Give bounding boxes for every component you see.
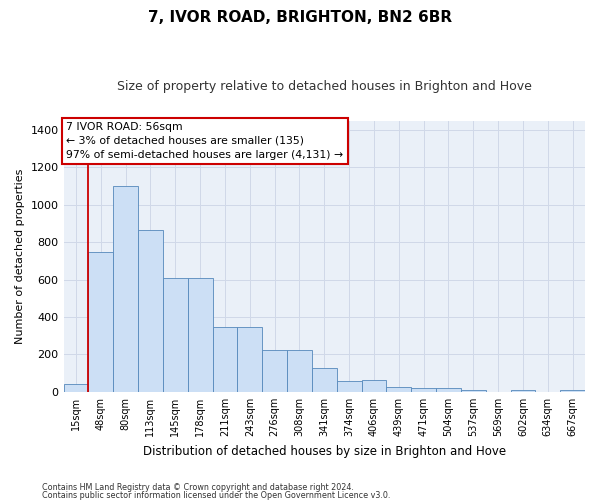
Y-axis label: Number of detached properties: Number of detached properties [15, 168, 25, 344]
Text: 7 IVOR ROAD: 56sqm
← 3% of detached houses are smaller (135)
97% of semi-detache: 7 IVOR ROAD: 56sqm ← 3% of detached hous… [66, 122, 343, 160]
Bar [88, 252, 113, 392]
Bar [188, 278, 212, 392]
Bar [113, 186, 138, 392]
X-axis label: Distribution of detached houses by size in Brighton and Hove: Distribution of detached houses by size … [143, 444, 506, 458]
Bar [212, 328, 238, 392]
Text: 7, IVOR ROAD, BRIGHTON, BN2 6BR: 7, IVOR ROAD, BRIGHTON, BN2 6BR [148, 10, 452, 25]
Bar [386, 386, 411, 392]
Bar [262, 350, 287, 392]
Bar [560, 390, 585, 392]
Text: Contains public sector information licensed under the Open Government Licence v3: Contains public sector information licen… [42, 490, 391, 500]
Text: Contains HM Land Registry data © Crown copyright and database right 2024.: Contains HM Land Registry data © Crown c… [42, 484, 354, 492]
Bar [511, 390, 535, 392]
Bar [461, 390, 485, 392]
Bar [287, 350, 312, 392]
Bar [411, 388, 436, 392]
Bar [163, 278, 188, 392]
Bar [436, 388, 461, 392]
Bar [362, 380, 386, 392]
Bar [337, 380, 362, 392]
Bar [312, 368, 337, 392]
Bar [138, 230, 163, 392]
Title: Size of property relative to detached houses in Brighton and Hove: Size of property relative to detached ho… [117, 80, 532, 93]
Bar [64, 384, 88, 392]
Bar [238, 328, 262, 392]
